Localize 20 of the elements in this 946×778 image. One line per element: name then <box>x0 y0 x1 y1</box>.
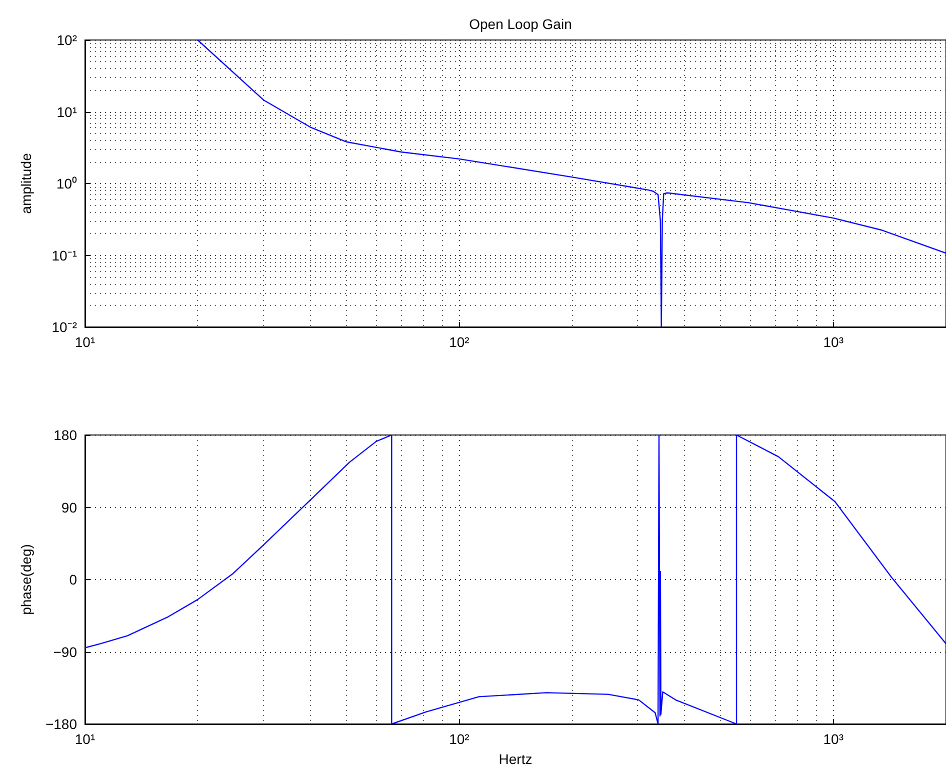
y-tick-label: 10¹ <box>56 104 78 120</box>
chart-title: Open Loop Gain <box>469 16 572 32</box>
y-tick-label: −180 <box>45 716 78 732</box>
x-tick-label: 10² <box>449 731 470 747</box>
x-tick-label: 10³ <box>823 731 844 747</box>
x-axis-title: Hertz <box>498 751 532 767</box>
y-tick-label: 10² <box>56 32 78 48</box>
y-tick-label: 10⁻¹ <box>52 247 78 264</box>
x-tick-label: 10¹ <box>74 731 96 747</box>
y-tick-label: 10⁰ <box>56 176 77 192</box>
y-tick-label: −90 <box>53 644 78 660</box>
x-tick-label: 10² <box>449 334 470 350</box>
y-tick-label: 90 <box>61 499 78 516</box>
x-tick-label: 10¹ <box>74 334 96 350</box>
y-tick-label: 0 <box>69 572 78 588</box>
y-axis-title: amplitude <box>18 152 34 214</box>
x-tick-label: 10³ <box>823 334 844 350</box>
y-axis-title: phase(deg) <box>18 544 34 615</box>
y-tick-label: 10⁻² <box>52 319 78 335</box>
y-tick-label: 180 <box>54 427 78 443</box>
